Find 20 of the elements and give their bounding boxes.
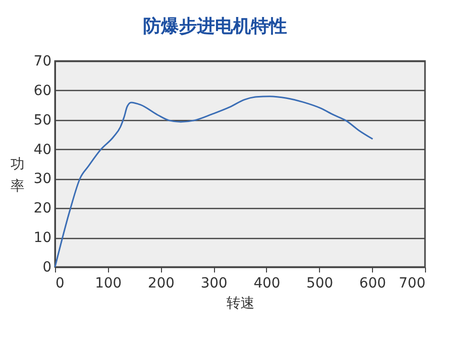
x-tick-label: 100 <box>94 276 122 292</box>
y-tick-label: 30 <box>34 171 52 188</box>
y-axis-title: 功率 <box>10 156 24 194</box>
y-tick-label: 20 <box>34 200 52 217</box>
y-tick-label: 10 <box>34 230 52 246</box>
x-tick-label: 700 <box>398 276 426 292</box>
x-tick-label: 200 <box>148 276 175 292</box>
y-tick-label: 0 <box>42 260 52 276</box>
y-tick-label: 50 <box>34 112 52 128</box>
y-tick-label: 40 <box>34 142 52 158</box>
chart-title: 防爆步进电机特性 <box>143 16 287 37</box>
x-tick-label: 600 <box>359 276 386 292</box>
y-tick-label: 70 <box>34 54 52 70</box>
x-tick-label: 300 <box>200 276 228 292</box>
x-tick-label: 500 <box>306 276 334 292</box>
x-tick-label: 0 <box>56 276 64 292</box>
x-axis-title: 转速 <box>226 296 254 312</box>
x-tick-label: 400 <box>254 276 280 292</box>
line-series <box>54 96 374 268</box>
y-tick-label: 60 <box>34 82 52 99</box>
